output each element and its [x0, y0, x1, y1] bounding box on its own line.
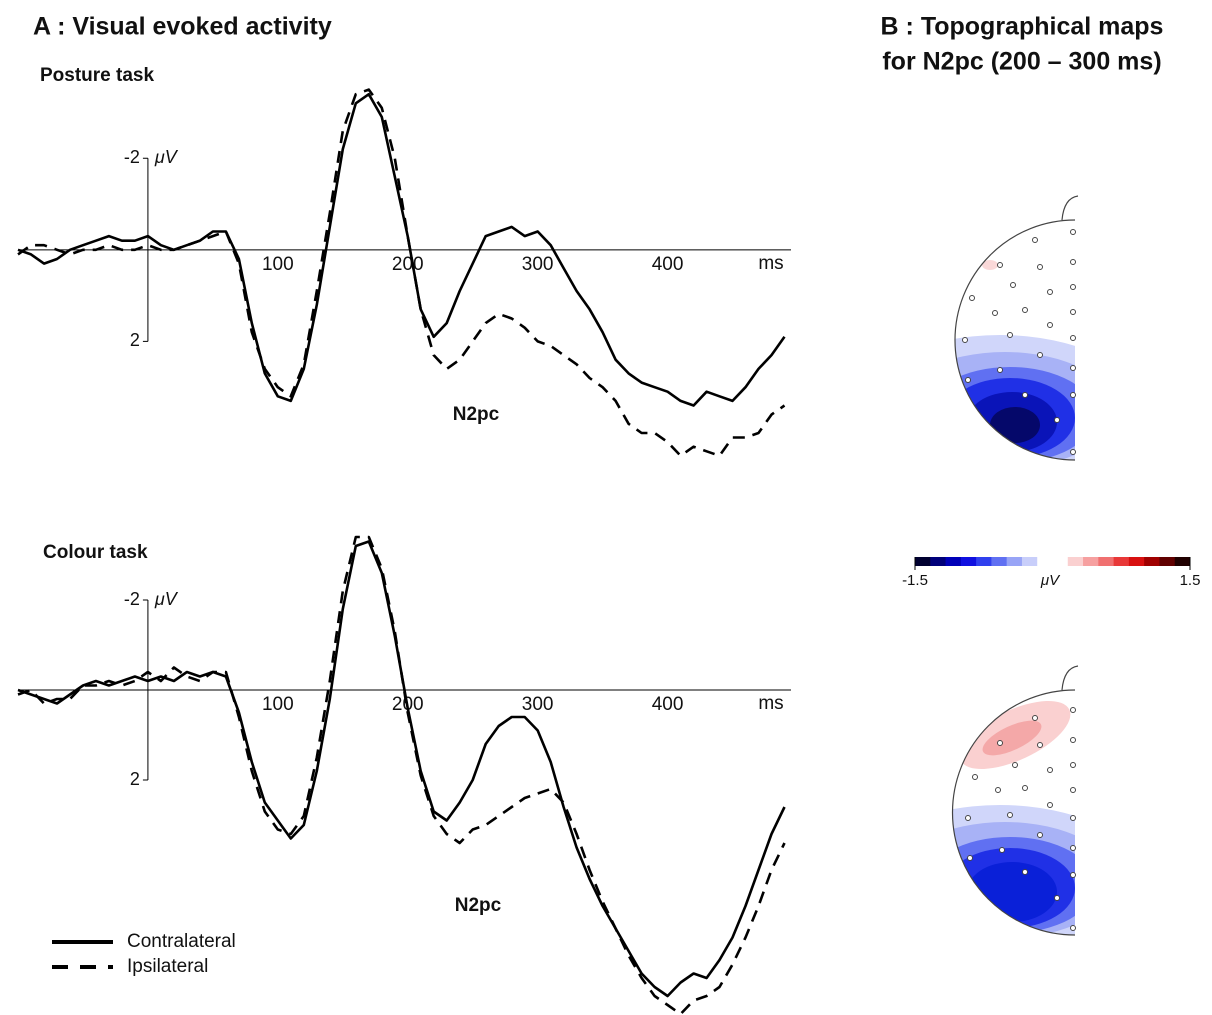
x-tick-label: 400: [652, 254, 684, 275]
panel-b-title: for N2pc (200 – 300 ms): [882, 48, 1161, 76]
colorbar-swatch: [1021, 557, 1038, 566]
colorbar-swatch: [1174, 557, 1191, 566]
y-axis-label: μV: [154, 147, 179, 167]
colorbar-swatch: [1113, 557, 1130, 566]
x-axis-label: ms: [758, 693, 783, 714]
y-tick-label: -2: [124, 147, 140, 167]
colorbar-swatch: [1128, 557, 1145, 566]
topomap: [951, 665, 1079, 936]
colorbar-swatch: [1159, 557, 1176, 566]
series-line: [17, 92, 786, 407]
annotation: N2pc: [453, 404, 500, 425]
x-tick-label: 200: [392, 254, 424, 275]
y-tick-label: 2: [130, 769, 140, 789]
x-tick-label: 400: [652, 694, 684, 715]
panel-a-title: A : Visual evoked activity: [33, 13, 332, 41]
colorbar-swatch: [930, 557, 947, 566]
legend-label: Contralateral: [127, 931, 236, 952]
x-tick-label: 100: [262, 694, 294, 715]
colorbar-swatch: [1052, 557, 1069, 566]
x-tick-label: 300: [522, 254, 554, 275]
colorbar-tick-label: 1.5: [1180, 572, 1201, 589]
x-axis-label: ms: [758, 253, 783, 274]
legend-label: Ipsilateral: [127, 956, 208, 977]
colorbar-swatch: [945, 557, 962, 566]
colorbar-swatch: [1098, 557, 1115, 566]
x-tick-label: 300: [522, 694, 554, 715]
colorbar-swatch: [1006, 557, 1023, 566]
annotation: N2pc: [455, 895, 502, 916]
topomap: [954, 195, 1079, 461]
y-tick-label: 2: [130, 330, 140, 350]
colorbar-swatch: [1144, 557, 1160, 566]
panel-b-title: B : Topographical maps: [881, 13, 1164, 41]
chart-title: Posture task: [40, 65, 154, 86]
y-tick-label: -2: [124, 589, 140, 609]
colorbar-swatch: [915, 557, 931, 566]
colorbar-label: μV: [1040, 572, 1061, 589]
y-axis-label: μV: [154, 589, 179, 609]
colorbar-swatch: [991, 557, 1008, 566]
colorbar-swatch: [976, 557, 992, 566]
colorbar-swatch: [1083, 557, 1099, 566]
series-line: [17, 535, 786, 1015]
colorbar-swatch: [1037, 557, 1053, 566]
colorbar-swatch: [1067, 557, 1084, 566]
colorbar-swatch: [960, 557, 977, 566]
x-tick-label: 100: [262, 254, 294, 275]
series-line: [17, 88, 786, 458]
colorbar-tick-label: -1.5: [902, 572, 928, 589]
chart-title: Colour task: [43, 542, 148, 563]
